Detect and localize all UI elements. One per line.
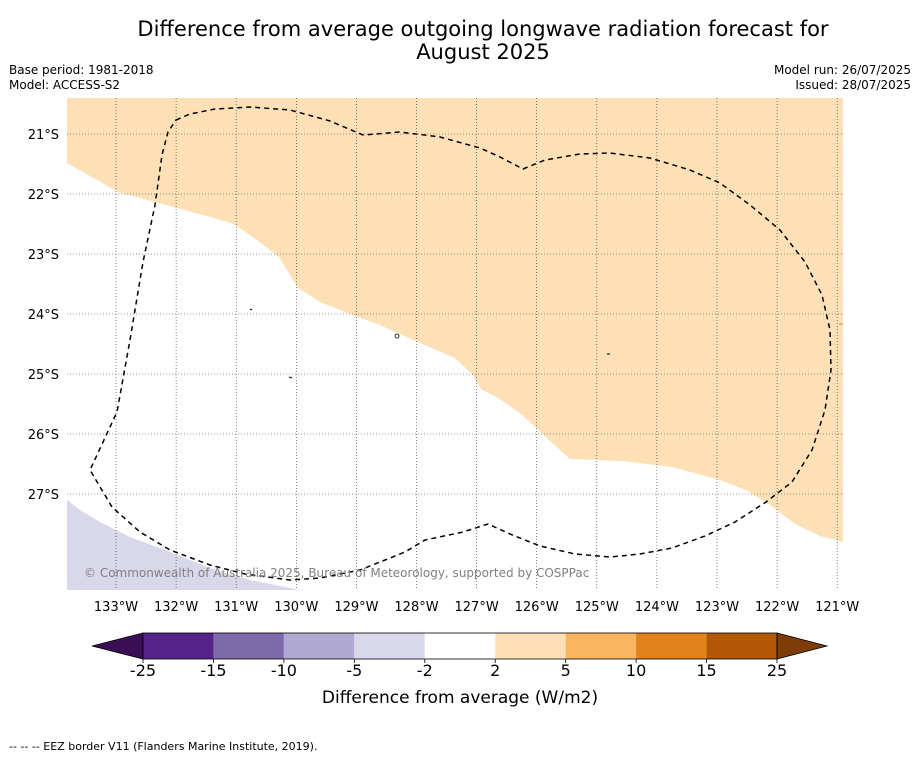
latitude-label: 26°S (28, 428, 59, 443)
colorbar-segment (283, 633, 355, 659)
colorbar-segment (495, 633, 566, 659)
colorbar-segment (636, 633, 707, 659)
longitude-label: 132°W (154, 600, 198, 615)
model-name: Model: ACCESS-S2 (9, 78, 121, 92)
longitude-label: 130°W (274, 600, 318, 615)
colorbar-tick-label: -5 (346, 661, 362, 680)
colorbar-extend-low (91, 632, 144, 660)
longitude-label: 123°W (695, 600, 739, 615)
latitude-label: 27°S (28, 488, 59, 503)
colorbar-tick-label: 25 (767, 661, 787, 680)
gridlines (67, 98, 843, 590)
colorbar-tick-label: 5 (561, 661, 571, 680)
map-title: Difference from average outgoing longwav… (0, 18, 919, 64)
anomaly-region-negative (67, 500, 300, 590)
latitude-label: 22°S (28, 188, 59, 203)
colorbar-tick-label: -10 (271, 661, 297, 680)
title-line-2: August 2025 (416, 40, 550, 64)
eez-footnote: -- -- -- EEZ border V11 (Flanders Marine… (9, 740, 318, 753)
colorbar-segment (143, 633, 214, 659)
longitude-label: 133°W (94, 600, 138, 615)
longitude-label: 127°W (455, 600, 499, 615)
longitude-label: 121°W (815, 600, 859, 615)
longitude-label: 129°W (334, 600, 378, 615)
copyright-notice: © Commonwealth of Australia 2025, Bureau… (84, 566, 589, 580)
anomaly-region-positive (67, 98, 843, 542)
model-run: Model run: 26/07/2025 (773, 63, 911, 77)
longitude-label: 126°W (515, 600, 559, 615)
island-marker (394, 333, 400, 339)
map-area: © Commonwealth of Australia 2025, Bureau… (67, 98, 843, 590)
latitude-label: 23°S (28, 248, 59, 263)
island-marker (288, 376, 293, 379)
latitude-label: 25°S (28, 368, 59, 383)
colorbar-tick-label: -15 (200, 661, 226, 680)
latitude-label: 24°S (28, 308, 59, 323)
colorbar-tick-label: -25 (130, 661, 156, 680)
island-marker (249, 308, 253, 311)
colorbar-ticks: -25 -15 -10 -5 -2 2 5 10 15 25 (130, 659, 787, 680)
colorbar-outline (142, 632, 778, 660)
colorbar-tick-label: 15 (696, 661, 716, 680)
colorbar-label: Difference from average (W/m2) (322, 688, 598, 708)
colorbar-segment (213, 633, 284, 659)
longitude-label: 125°W (575, 600, 619, 615)
colorbar-tick-label: -2 (417, 661, 433, 680)
colorbar: -25 -15 -10 -5 -2 2 5 10 15 25 Difference from av… (91, 632, 829, 708)
title-line-1: Difference from average outgoing longwav… (137, 17, 829, 41)
meta-left: Base period: 1981-2018 Model: ACCESS-S2 (9, 63, 154, 93)
eez-border (89, 106, 832, 581)
longitude-label: 122°W (755, 600, 799, 615)
issued-date: Issued: 28/07/2025 (795, 78, 911, 92)
meta-right: Model run: 26/07/2025 Issued: 28/07/2025 (774, 63, 911, 93)
colorbar-tick-label: 10 (626, 661, 646, 680)
colorbar-tick-label: 2 (490, 661, 500, 680)
longitude-labels: 133°W 132°W 131°W 130°W 129°W 128°W 127°W 126°W… (94, 600, 860, 615)
colorbar-segments (91, 632, 829, 660)
longitude-label: 131°W (214, 600, 258, 615)
longitude-label: 124°W (635, 600, 679, 615)
base-period: Base period: 1981-2018 (9, 63, 154, 77)
longitude-label: 128°W (394, 600, 438, 615)
latitude-label: 21°S (28, 128, 59, 143)
colorbar-segment (354, 633, 425, 659)
colorbar-segment (565, 633, 637, 659)
colorbar-extend-high (776, 632, 829, 660)
colorbar-segment (706, 633, 777, 659)
colorbar-segment (424, 633, 496, 659)
latitude-labels: 21°S 22°S 23°S 24°S 25°S 26°S 27°S (28, 128, 59, 503)
